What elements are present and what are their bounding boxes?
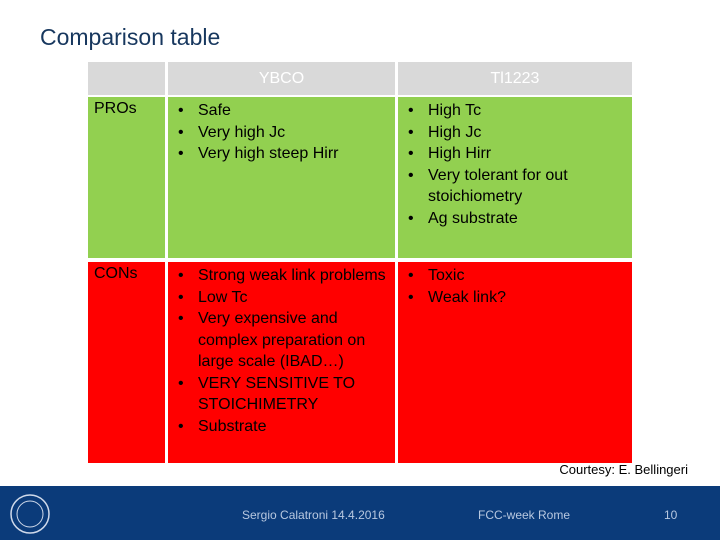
row-label: PROs — [88, 97, 165, 258]
table-cell: SafeVery high JcVery high steep Hirr — [168, 97, 395, 258]
bullet-list: High TcHigh JcHigh HirrVery tolerant for… — [398, 100, 626, 229]
bullet-item: High Jc — [408, 122, 626, 144]
logo — [10, 494, 50, 534]
bullet-item: Ag substrate — [408, 208, 626, 230]
bullet-item: Safe — [178, 100, 389, 122]
bullet-item: Toxic — [408, 265, 626, 287]
page-number: 10 — [664, 508, 678, 522]
header-cell — [88, 62, 165, 95]
footer-event: FCC-week Rome — [478, 508, 571, 522]
bullet-item: Very high steep Hirr — [178, 143, 389, 165]
bullet-item: High Hirr — [408, 143, 626, 165]
bullet-list: ToxicWeak link? — [398, 265, 626, 308]
bullet-item: Strong weak link problems — [178, 265, 389, 287]
bullet-item: Low Tc — [178, 287, 389, 309]
bullet-item: Substrate — [178, 416, 389, 438]
bullet-item: Very tolerant for out stoichiometry — [408, 165, 626, 208]
table-cell: Strong weak link problemsLow TcVery expe… — [168, 262, 395, 463]
bullet-item: VERY SENSITIVE TO STOICHIMETRY — [178, 373, 389, 416]
row-label: CONs — [88, 262, 165, 463]
bullet-item: High Tc — [408, 100, 626, 122]
footer-author: Sergio Calatroni 14.4.2016 — [242, 508, 385, 522]
table-cell: ToxicWeak link? — [398, 262, 632, 463]
bullet-list: Strong weak link problemsLow TcVery expe… — [168, 265, 389, 437]
table-cell: High TcHigh JcHigh HirrVery tolerant for… — [398, 97, 632, 258]
bullet-item: Weak link? — [408, 287, 626, 309]
bullet-item: Very expensive and complex preparation o… — [178, 308, 389, 373]
header-cell: Tl1223 — [398, 62, 632, 95]
bullet-item: Very high Jc — [178, 122, 389, 144]
credit: Courtesy: E. Bellingeri — [559, 462, 688, 477]
slide-title: Comparison table — [40, 24, 221, 50]
header-cell: YBCO — [168, 62, 395, 95]
footer: Sergio Calatroni 14.4.2016 FCC-week Rome… — [0, 486, 720, 540]
bullet-list: SafeVery high JcVery high steep Hirr — [168, 100, 389, 165]
